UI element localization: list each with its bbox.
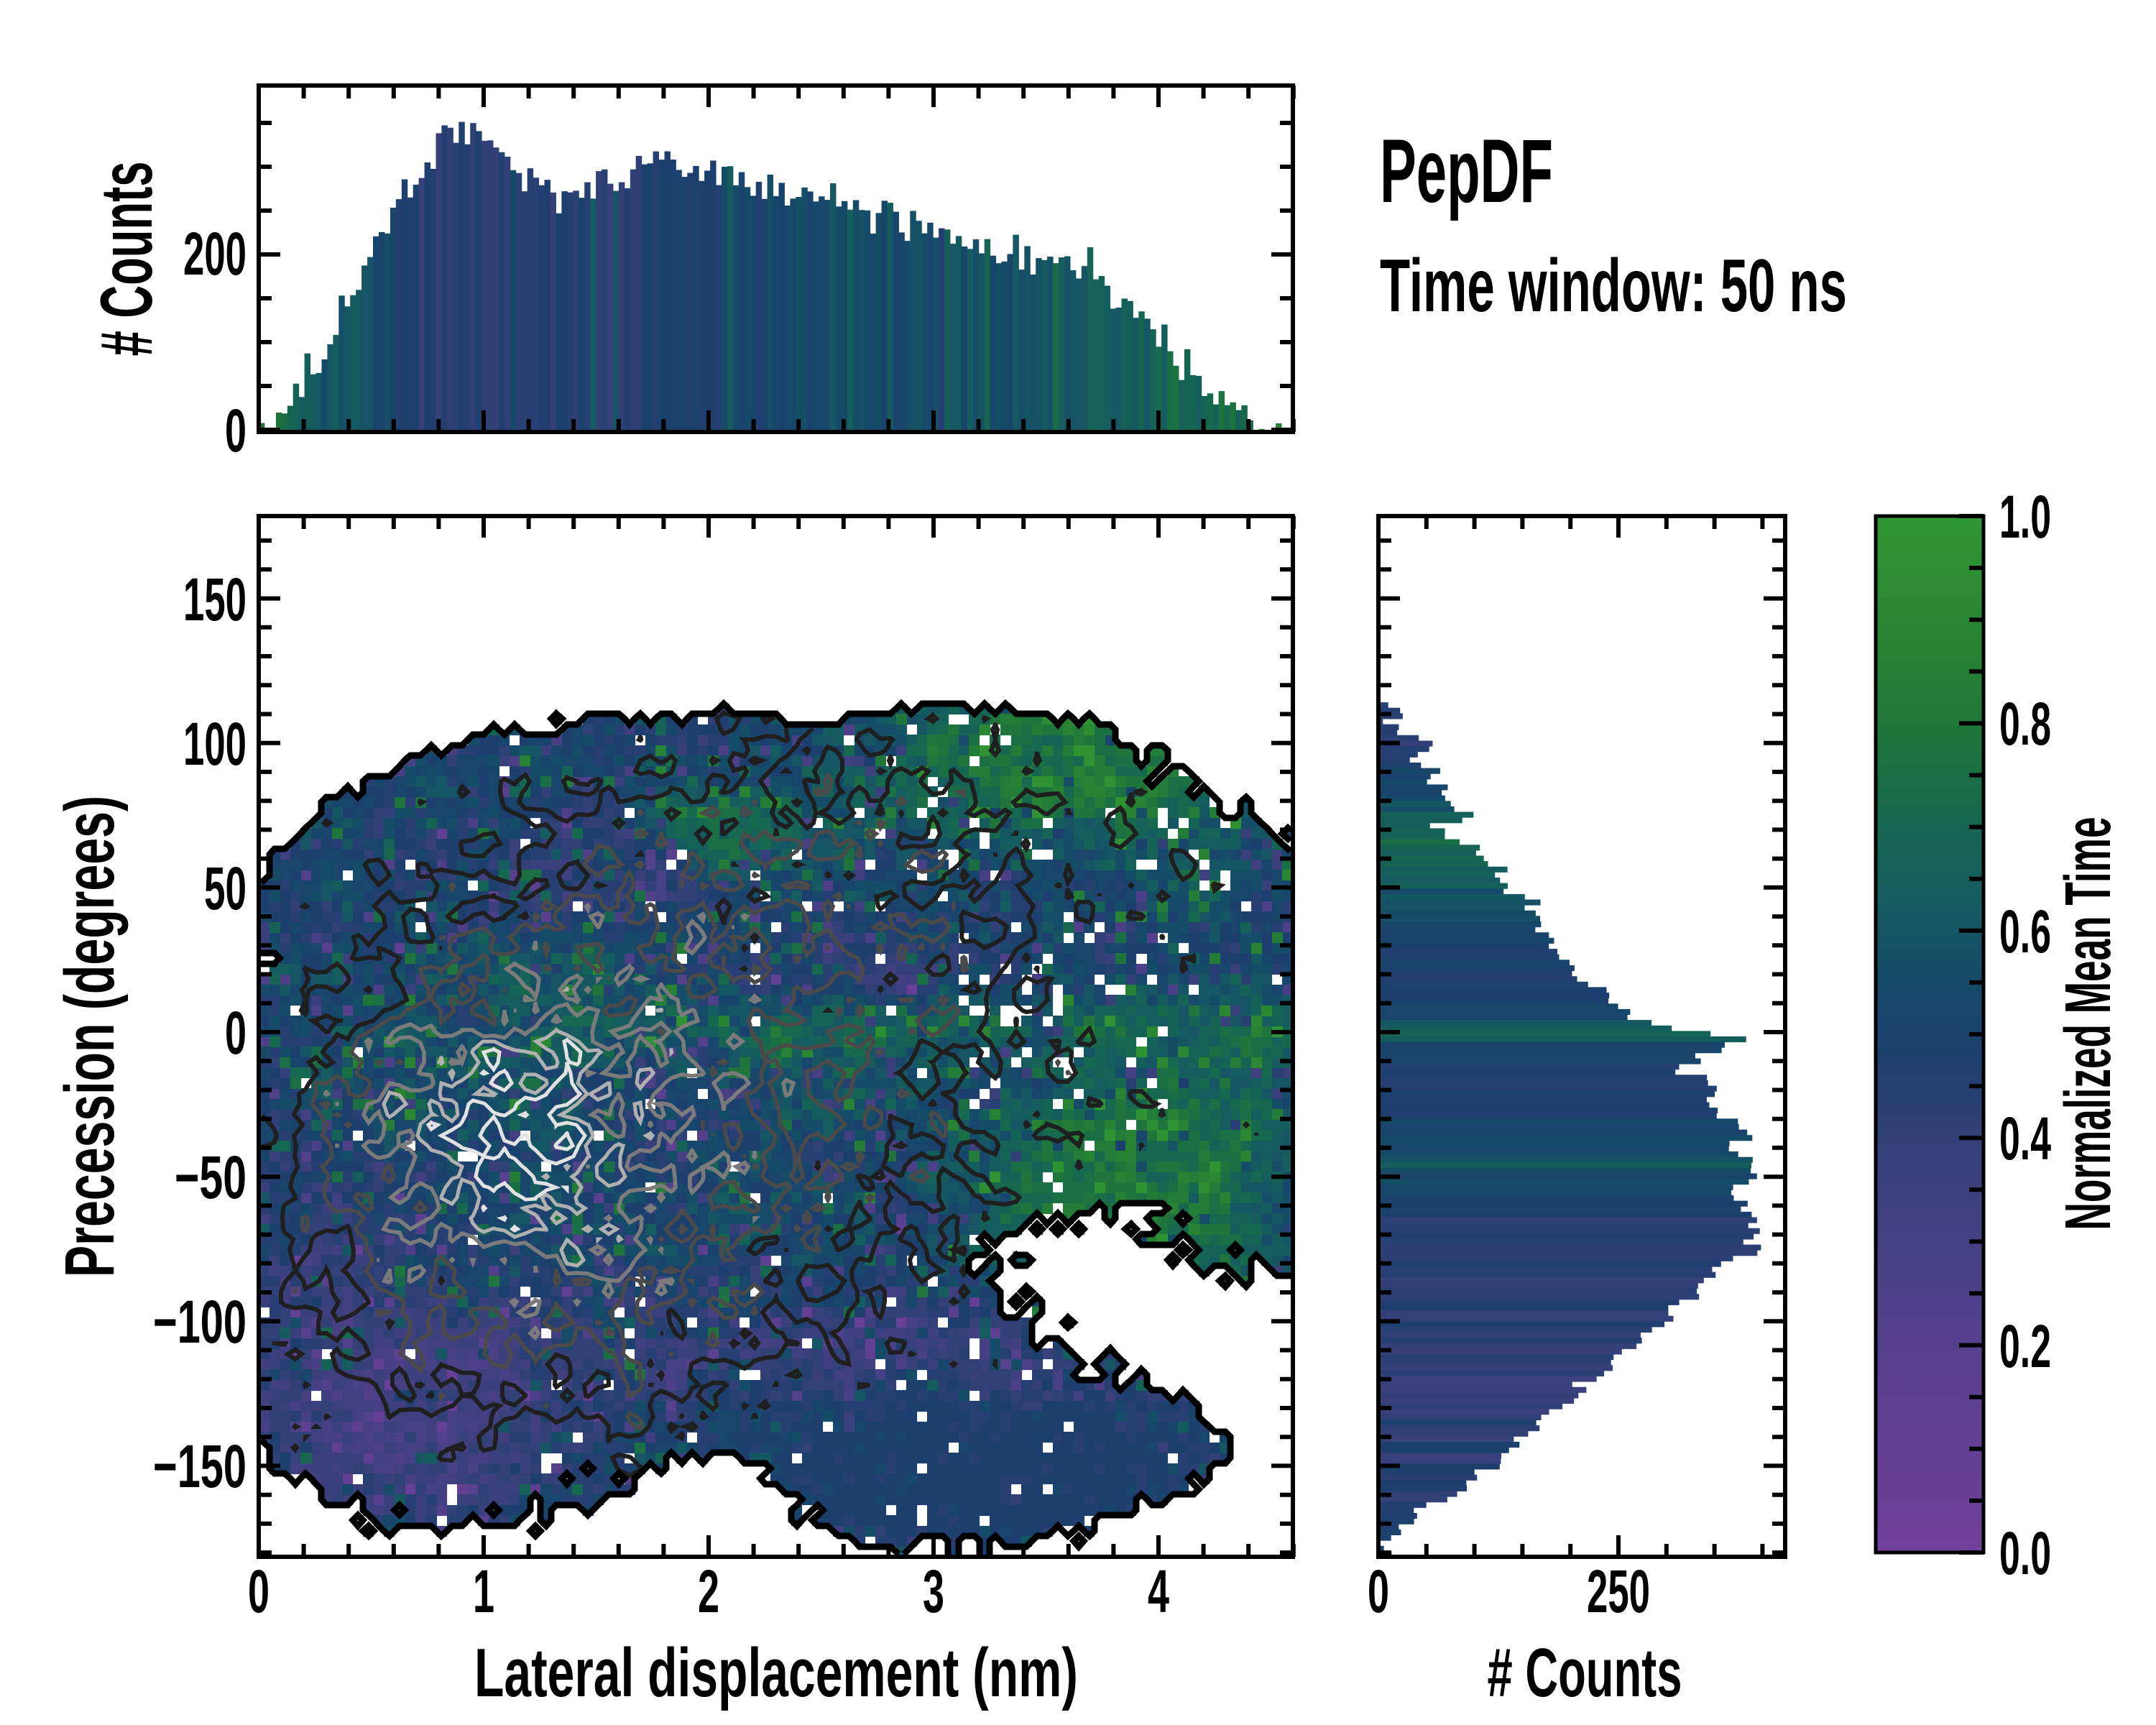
svg-text:200: 200 — [183, 220, 247, 288]
svg-text:50: 50 — [204, 855, 247, 922]
svg-text:Precession (degrees): Precession (degrees) — [50, 796, 129, 1277]
svg-text:−150: −150 — [153, 1432, 247, 1500]
svg-text:4: 4 — [1148, 1558, 1169, 1625]
svg-text:0.8: 0.8 — [1999, 690, 2051, 758]
svg-text:0.2: 0.2 — [1999, 1312, 2051, 1380]
svg-text:0.0: 0.0 — [1999, 1519, 2051, 1587]
svg-text:2: 2 — [698, 1558, 719, 1625]
svg-text:1: 1 — [473, 1558, 494, 1625]
svg-text:100: 100 — [183, 710, 247, 778]
svg-text:0: 0 — [225, 397, 247, 464]
svg-text:Time window: 50 ns: Time window: 50 ns — [1380, 244, 1847, 328]
svg-text:0.6: 0.6 — [1999, 898, 2051, 965]
svg-text:# Counts: # Counts — [86, 162, 167, 356]
svg-text:250: 250 — [1587, 1558, 1650, 1625]
svg-text:0.4: 0.4 — [1999, 1105, 2051, 1172]
svg-text:−100: −100 — [153, 1288, 247, 1356]
svg-text:0: 0 — [225, 999, 247, 1067]
svg-text:Lateral displacement (nm): Lateral displacement (nm) — [474, 1634, 1078, 1711]
svg-text:Normalized Mean Time: Normalized Mean Time — [2053, 817, 2124, 1230]
svg-text:150: 150 — [183, 566, 247, 633]
svg-text:1.0: 1.0 — [1999, 483, 2051, 551]
svg-text:PepDF: PepDF — [1380, 121, 1553, 221]
svg-text:−50: −50 — [175, 1144, 247, 1211]
svg-text:0: 0 — [248, 1558, 270, 1625]
svg-text:0: 0 — [1368, 1558, 1389, 1625]
svg-text:3: 3 — [923, 1558, 944, 1625]
svg-text:# Counts: # Counts — [1488, 1634, 1682, 1711]
